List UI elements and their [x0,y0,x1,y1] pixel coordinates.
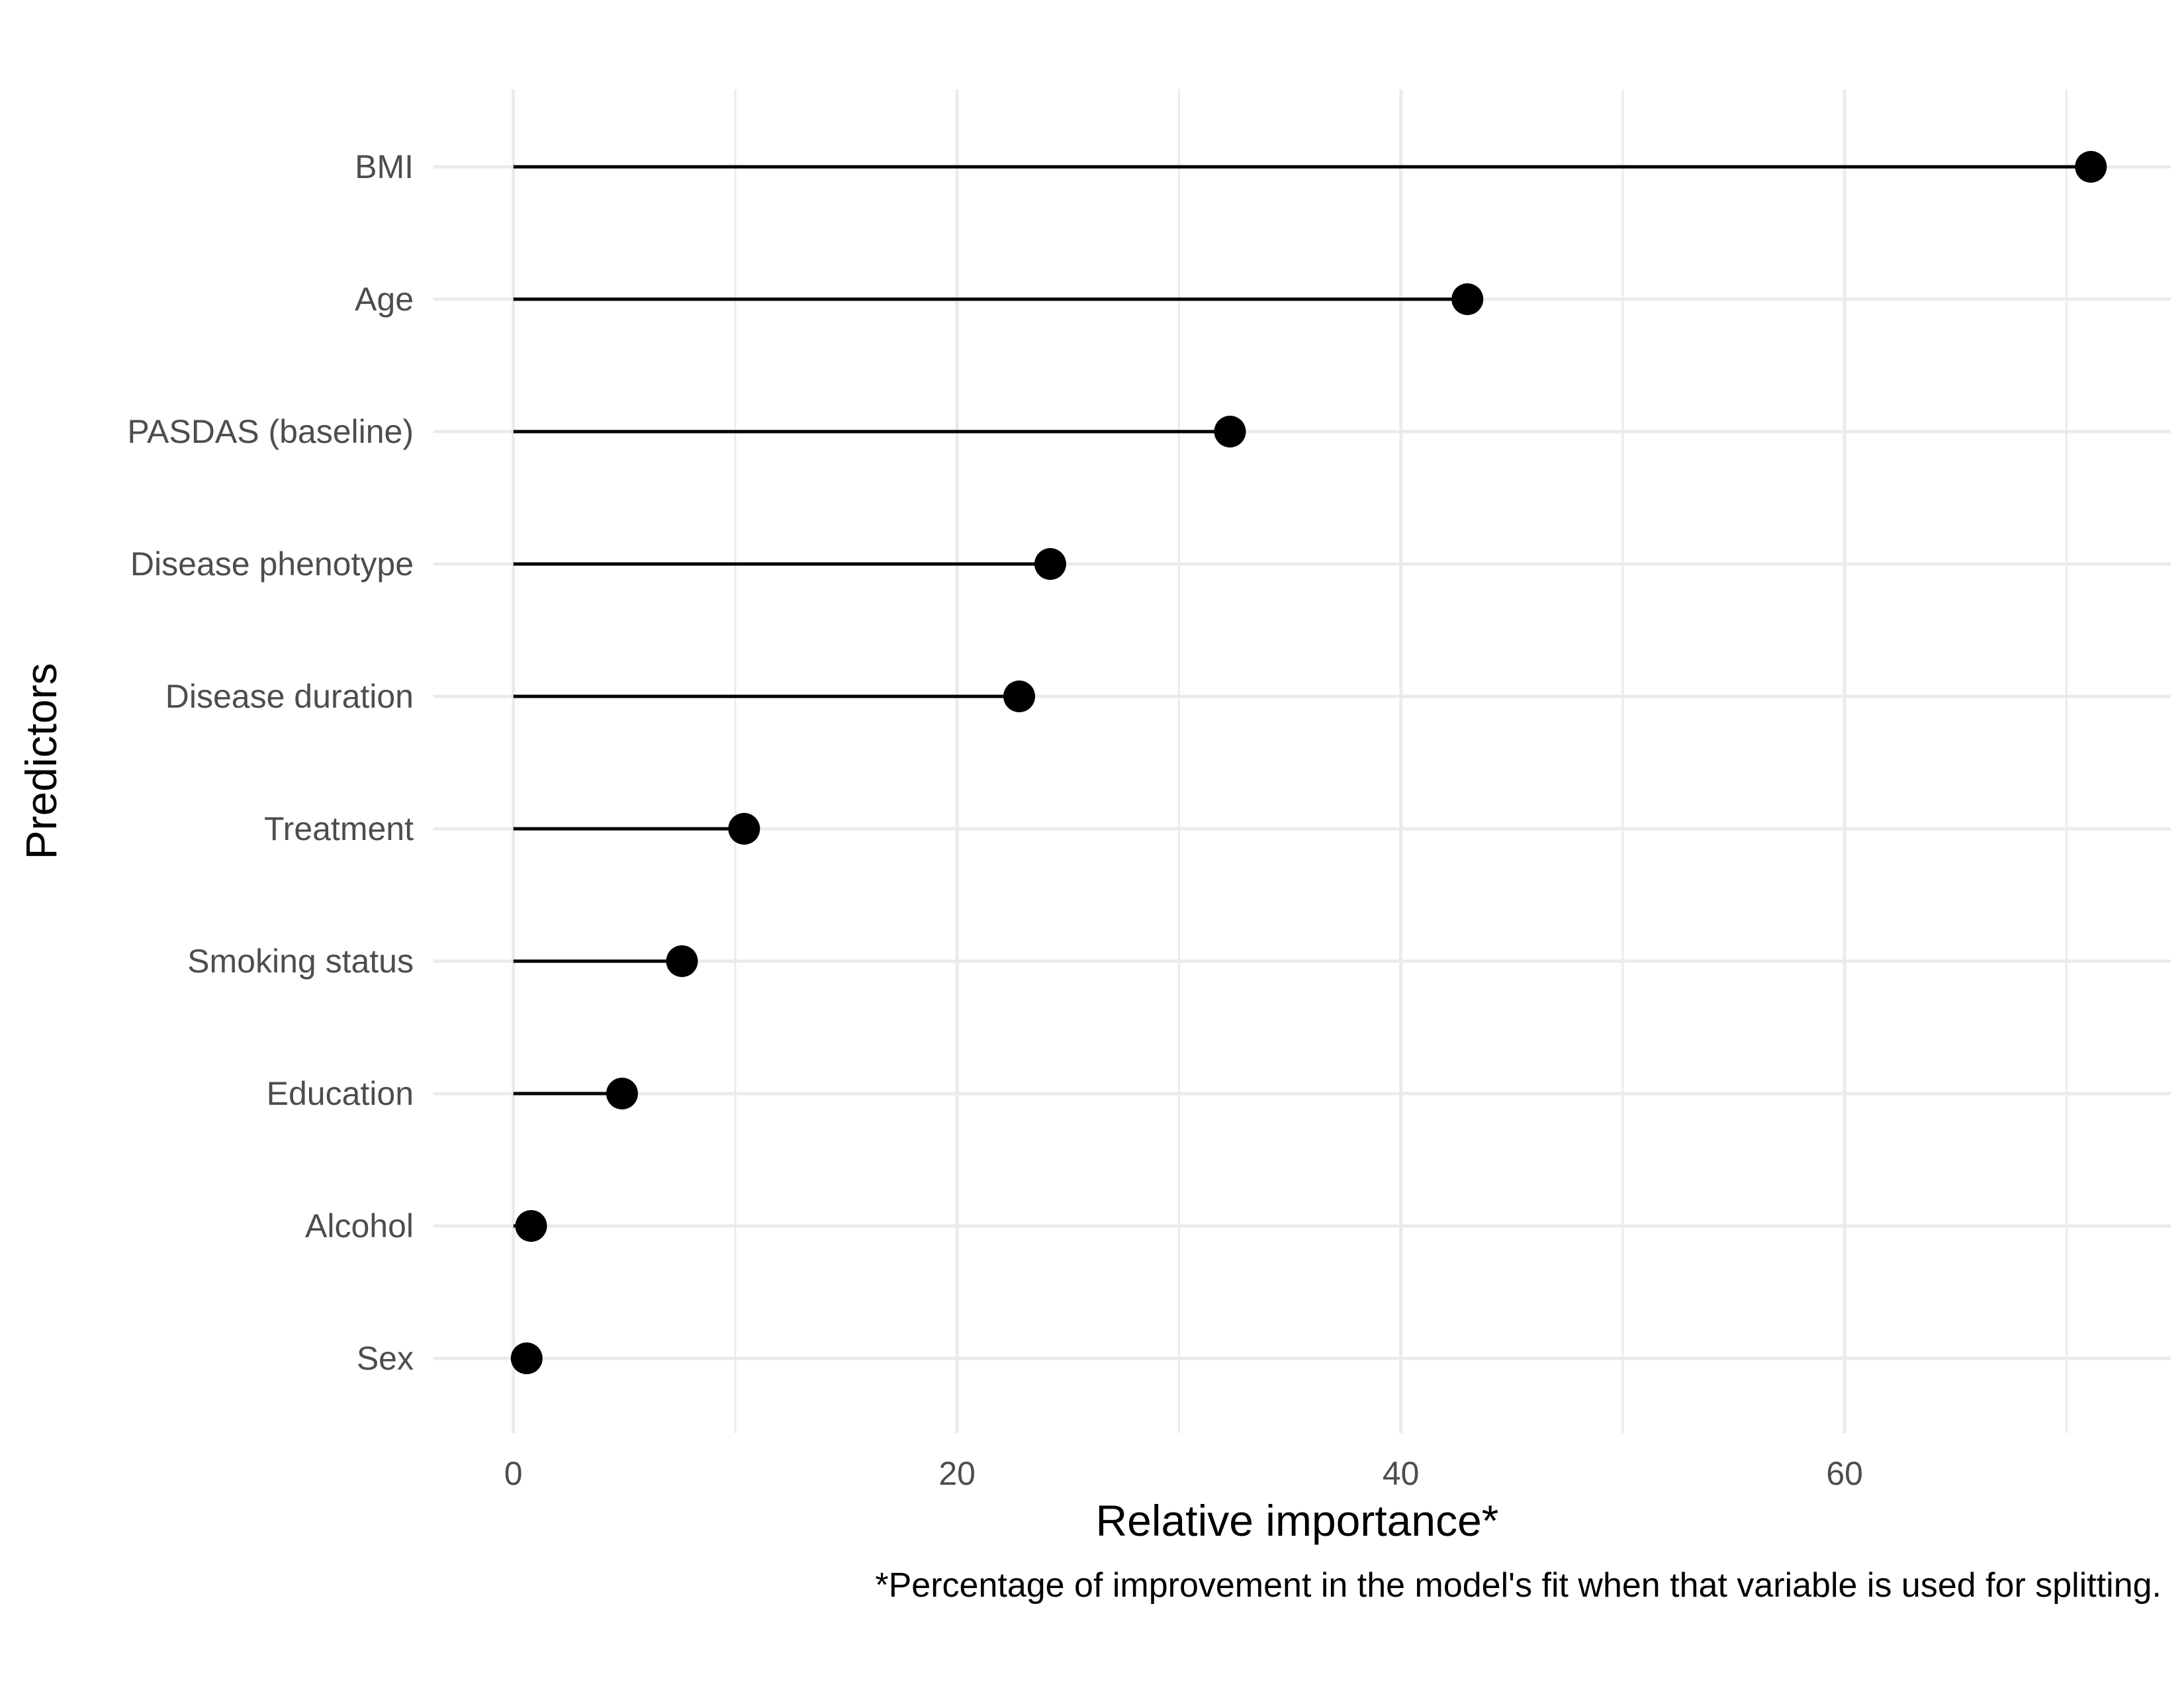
y-tick-label: Smoking status [187,943,414,980]
lollipop-point [606,1078,638,1109]
y-axis-title: Predictors [17,663,66,859]
y-tick-label: PASDAS (baseline) [127,413,414,450]
lollipop-point [1214,416,1246,447]
y-tick-label: Disease duration [165,678,414,715]
lollipop-point [2075,151,2107,183]
lollipop-point [666,945,698,977]
y-tick-labels: BMI Age PASDAS (baseline) Disease phenotype… [127,148,414,1377]
x-axis-title: Relative importance* [1096,1496,1499,1545]
y-tick-label: Alcohol [305,1207,414,1244]
data-marks [510,151,2107,1374]
lollipop-point [1451,283,1484,315]
y-tick-label: Education [267,1075,414,1112]
y-tick-label: Disease phenotype [130,545,414,583]
x-tick-label: 0 [504,1455,523,1492]
y-tick-label: Age [355,281,414,318]
y-tick-label: Sex [357,1340,414,1377]
x-tick-labels: 0 20 40 60 [504,1455,1863,1492]
y-tick-label: Treatment [264,810,414,847]
y-tick-label: BMI [355,148,414,185]
chart-caption: *Percentage of improvement in the model'… [875,1566,2161,1605]
lollipop-point [1003,680,1036,712]
lollipop-point [510,1342,543,1374]
x-tick-label: 20 [938,1455,976,1492]
lollipop-point [1034,548,1066,580]
x-tick-label: 40 [1383,1455,1420,1492]
lollipop-point [728,813,760,845]
lollipop-point [515,1210,547,1242]
x-tick-label: 60 [1826,1455,1863,1492]
grid-lines [433,89,2171,1433]
